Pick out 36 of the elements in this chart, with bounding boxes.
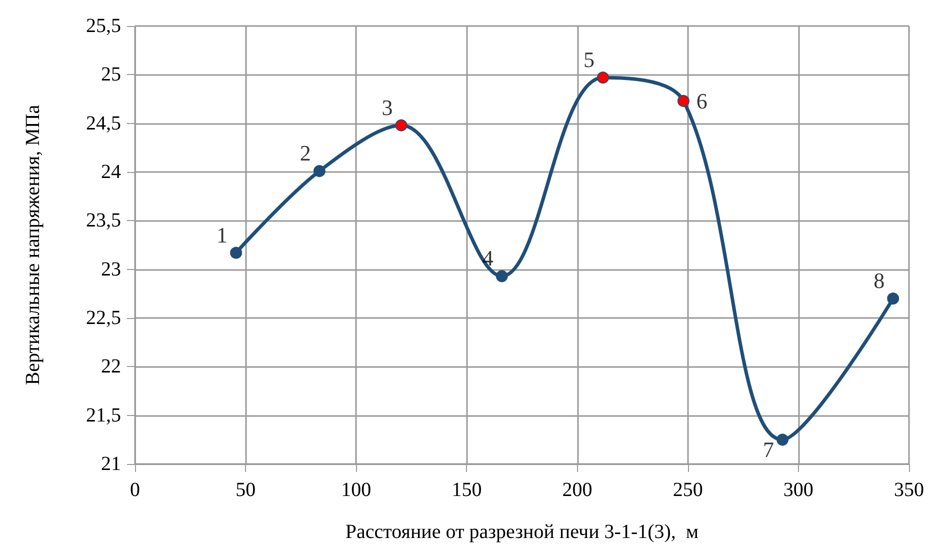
point — [887, 292, 900, 305]
x-tick-label: 150 — [452, 479, 482, 501]
annotation: 1 — [216, 222, 228, 248]
x-tick-label: 50 — [236, 479, 256, 501]
y-tick-label: 24 — [101, 161, 121, 183]
point — [776, 434, 789, 446]
annotation: 5 — [583, 47, 594, 72]
y-tick-label: 25,5 — [86, 15, 121, 37]
x-tick-label: 350 — [894, 479, 924, 501]
y-tick-label: 22 — [101, 356, 121, 378]
x-tick-label: 0 — [130, 479, 140, 501]
annotation: 2 — [300, 140, 311, 166]
point — [230, 246, 242, 259]
y-tick-label: 23,5 — [86, 210, 121, 232]
annotation: 8 — [874, 268, 885, 294]
annotation: 3 — [382, 94, 393, 120]
point — [596, 72, 609, 84]
y-tick-label: 25 — [101, 64, 121, 86]
y-tick-label: 21 — [101, 453, 121, 475]
x-tick-label: 300 — [783, 479, 814, 501]
annotation: 4 — [482, 246, 494, 271]
x-axis-title: Расстояние от разрезной печи 3-1-1(3), м — [345, 521, 699, 543]
x-tick-label: 100 — [341, 479, 372, 501]
y-axis-title: Вертикальные напряжения, МПа — [22, 104, 44, 386]
annotation: 7 — [763, 437, 774, 462]
point — [496, 270, 508, 282]
point — [313, 165, 326, 178]
point — [677, 94, 690, 107]
y-tick-label: 22,5 — [86, 307, 121, 329]
point — [395, 119, 408, 132]
y-tick-label: 23 — [101, 258, 121, 280]
x-tick-label: 250 — [672, 479, 703, 501]
annotation: 6 — [696, 88, 708, 114]
y-tick-label: 21,5 — [86, 404, 121, 426]
x-tick-label: 200 — [562, 479, 592, 501]
y-tick-label: 24,5 — [86, 112, 121, 134]
